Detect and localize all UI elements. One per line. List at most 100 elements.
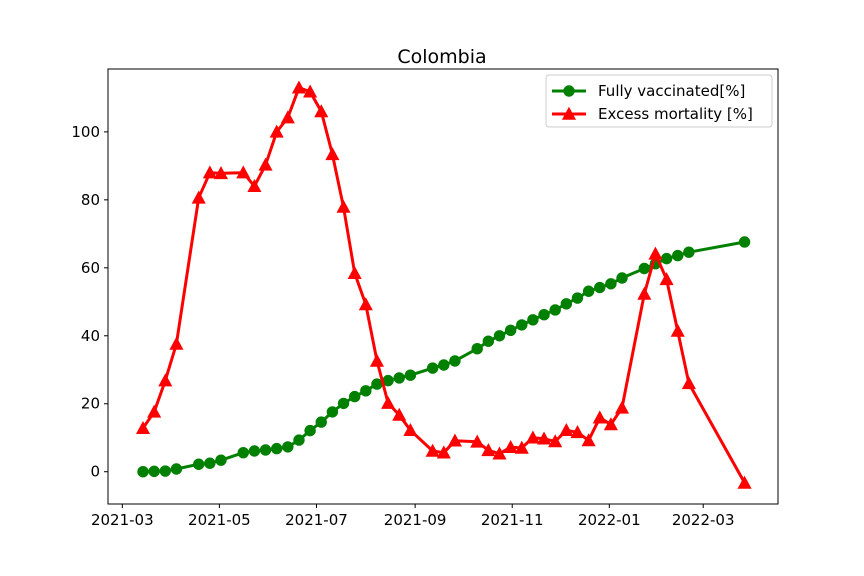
data-point [193,458,205,470]
data-point [282,441,294,453]
legend: Fully vaccinated[%] Excess mortality [%] [545,74,773,128]
data-point [314,104,329,118]
data-point [159,465,171,477]
data-point [436,445,451,459]
data-point [548,434,563,448]
data-point [169,336,184,350]
data-point [204,457,216,469]
y-tick-label: 20 [81,395,100,413]
data-point [570,425,585,439]
data-point [358,297,373,311]
x-axis: 2021-03 2021-05 2021-07 2021-09 2021-11 2022-… [91,504,735,529]
legend-label: Excess mortality [%] [598,105,753,123]
data-point [148,465,160,478]
y-tick-label: 100 [71,123,100,141]
data-point [481,443,496,457]
data-point [303,84,318,98]
data-point [525,430,540,444]
data-point [482,335,495,347]
x-tick-label: 2021-11 [481,511,544,529]
data-point [315,416,327,428]
data-point [269,124,284,138]
data-point [538,309,550,321]
data-point [638,262,651,275]
data-point [493,330,506,342]
x-tick-label: 2021-05 [188,511,251,529]
plot-frame [107,68,779,505]
x-tick-label: 2021-03 [91,511,154,529]
legend-box [545,74,773,128]
data-point [672,249,684,262]
data-point [202,165,217,179]
data-point [147,404,162,418]
data-point [503,439,518,454]
y-tick-label: 80 [81,191,100,209]
data-point [659,272,674,286]
data-point [681,376,696,390]
data-point [393,372,405,384]
data-point [258,157,273,171]
y-tick-label: 40 [81,327,100,345]
data-point [470,434,485,448]
data-point [637,286,652,300]
x-tick-label: 2022-01 [578,511,641,529]
data-point [614,400,630,414]
data-point [559,423,574,437]
data-point [347,265,362,280]
data-point [582,285,595,297]
data-point [447,433,462,447]
data-point [369,353,384,367]
data-point [438,359,450,371]
legend-marker [563,85,575,97]
x-tick-label: 2022-03 [672,511,735,529]
data-point [325,147,340,161]
data-point [236,165,251,179]
data-point [304,424,316,437]
data-point [683,246,695,258]
data-point [291,80,307,94]
series-fully-vaccinated [137,236,751,478]
data-point [326,406,339,418]
legend-label: Fully vaccinated[%] [598,82,745,100]
data-point [381,395,396,409]
data-point [213,166,229,180]
data-point [280,110,295,124]
series-excess-mortality [135,80,752,489]
data-point [594,281,606,294]
data-point [537,431,552,445]
y-axis: 0 20 40 60 80 100 [71,123,108,481]
data-point [514,440,529,454]
data-point [549,304,561,316]
x-tick-label: 2021-09 [384,511,447,529]
data-point [259,444,272,456]
data-point [738,236,751,248]
data-point [135,420,151,434]
data-point [170,463,183,475]
plot-series [135,80,752,489]
data-point [137,466,149,478]
data-point [392,407,407,421]
data-point [581,433,596,447]
data-point [616,272,628,284]
data-point [337,397,350,410]
data-point [516,319,528,331]
data-point [670,323,685,337]
data-point [247,178,262,193]
data-point [571,292,584,304]
data-point [191,190,206,204]
data-point [248,445,261,457]
data-point [270,442,283,455]
data-point [336,199,351,213]
data-point [471,342,483,355]
data-point [293,434,305,446]
data-point [403,423,418,437]
data-point [492,446,507,460]
data-point [560,298,573,310]
data-point [504,324,517,337]
data-point [404,369,417,381]
data-point [158,373,173,387]
y-tick-label: 0 [90,463,100,481]
data-point [348,390,361,403]
chart-title: Colombia [397,46,486,68]
